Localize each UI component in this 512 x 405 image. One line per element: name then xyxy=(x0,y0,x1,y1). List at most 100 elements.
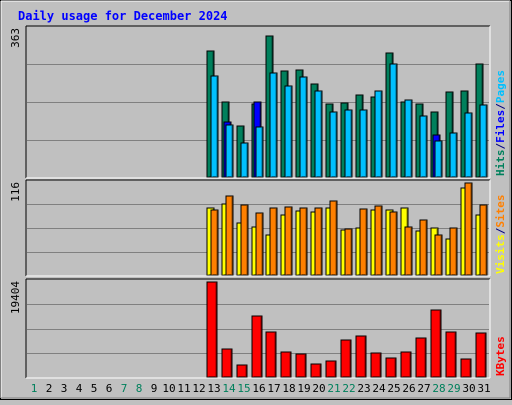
day-label-12: 12 xyxy=(192,382,205,395)
bar-pages-day-23 xyxy=(359,109,368,178)
day-label-26: 26 xyxy=(402,382,415,395)
bar-kbytes-day-19 xyxy=(295,353,307,378)
day-label-25: 25 xyxy=(387,382,400,395)
bar-sites-day-22 xyxy=(344,228,353,276)
bar-kbytes-day-30 xyxy=(460,358,472,378)
x-axis-day-labels: 1 2 3 4 5 6 7 8 9 10 11 12 13 14 15 16 17 18 19 20 21 22 23 24 2… xyxy=(31,382,491,395)
bar-pages-day-16 xyxy=(255,126,264,178)
series-label-part: / xyxy=(494,103,507,110)
bar-sites-day-19 xyxy=(299,207,308,276)
bar-sites-day-27 xyxy=(419,219,428,276)
day-label-17: 17 xyxy=(267,382,280,395)
visits-panel: 116 Visits/Sites xyxy=(9,179,507,277)
bar-pages-day-25 xyxy=(389,63,398,178)
bar-kbytes-day-23 xyxy=(355,335,367,378)
requests-y-max-label: 363 xyxy=(9,28,22,48)
bar-kbytes-day-25 xyxy=(385,357,397,378)
bar-sites-day-18 xyxy=(284,206,293,276)
bar-sites-day-16 xyxy=(255,212,264,276)
day-label-31: 31 xyxy=(477,382,490,395)
bar-kbytes-day-24 xyxy=(370,352,382,378)
bar-kbytes-day-13 xyxy=(206,281,218,378)
visits-y-max-label: 116 xyxy=(9,182,22,202)
bar-pages-day-19 xyxy=(299,76,308,178)
day-label-11: 11 xyxy=(177,382,190,395)
bar-kbytes-day-27 xyxy=(415,337,427,378)
bar-pages-day-22 xyxy=(344,109,353,178)
series-label-part: Visits xyxy=(494,234,507,274)
series-label-part: Sites xyxy=(494,195,507,228)
visits-series-label: Visits/Sites xyxy=(494,195,507,275)
requests-series-label: Hits/Files/Pages xyxy=(494,70,507,176)
day-label-27: 27 xyxy=(417,382,430,395)
chart-title: Daily usage for December 2024 xyxy=(18,9,228,23)
bar-pages-day-26 xyxy=(404,99,413,178)
day-label-22: 22 xyxy=(342,382,355,395)
bar-kbytes-day-15 xyxy=(236,364,248,378)
day-label-5: 5 xyxy=(91,382,98,395)
day-label-19: 19 xyxy=(297,382,310,395)
bar-pages-day-28 xyxy=(434,140,443,178)
day-label-21: 21 xyxy=(327,382,340,395)
kbytes-series-label: KBytes xyxy=(494,336,507,376)
series-label-part: / xyxy=(494,227,507,234)
day-label-28: 28 xyxy=(432,382,445,395)
day-label-13: 13 xyxy=(207,382,220,395)
kbytes-y-max-label: 19404 xyxy=(9,281,22,314)
bar-pages-day-17 xyxy=(269,72,278,178)
day-label-10: 10 xyxy=(162,382,175,395)
bar-sites-day-28 xyxy=(434,234,443,276)
bar-sites-day-21 xyxy=(329,200,338,276)
bar-sites-day-15 xyxy=(240,204,249,276)
bar-kbytes-day-21 xyxy=(325,360,337,378)
bar-pages-day-15 xyxy=(240,142,249,178)
bar-sites-day-29 xyxy=(449,227,458,276)
series-label-part: Files xyxy=(494,110,507,143)
bar-pages-day-18 xyxy=(284,85,293,178)
day-label-24: 24 xyxy=(372,382,386,395)
bar-kbytes-day-31 xyxy=(475,332,487,378)
bar-kbytes-day-16 xyxy=(251,315,263,378)
day-label-3: 3 xyxy=(61,382,68,395)
day-label-14: 14 xyxy=(222,382,236,395)
day-label-30: 30 xyxy=(462,382,475,395)
day-label-20: 20 xyxy=(312,382,325,395)
kbytes-panel: 19404 KBytes xyxy=(9,278,507,379)
bar-sites-day-20 xyxy=(314,207,323,276)
day-label-23: 23 xyxy=(357,382,370,395)
day-label-15: 15 xyxy=(237,382,250,395)
series-label-part: / xyxy=(494,143,507,150)
day-label-1: 1 xyxy=(31,382,38,395)
bar-kbytes-day-26 xyxy=(400,351,412,378)
day-label-2: 2 xyxy=(46,382,53,395)
bar-kbytes-day-28 xyxy=(430,309,442,378)
bar-pages-day-29 xyxy=(449,132,458,178)
day-label-7: 7 xyxy=(121,382,128,395)
series-label-part: Pages xyxy=(494,70,507,103)
bar-kbytes-day-17 xyxy=(265,331,277,378)
chart-panels: 363Hits/Files/Pages116Visits/Sites19404K… xyxy=(9,25,507,379)
day-label-18: 18 xyxy=(282,382,295,395)
day-label-9: 9 xyxy=(151,382,158,395)
day-label-16: 16 xyxy=(252,382,265,395)
day-label-29: 29 xyxy=(447,382,460,395)
bar-sites-day-14 xyxy=(225,195,234,276)
day-label-6: 6 xyxy=(106,382,113,395)
bar-kbytes-day-22 xyxy=(340,339,352,378)
bar-kbytes-day-14 xyxy=(221,348,233,378)
bar-kbytes-day-20 xyxy=(310,363,322,378)
bar-pages-day-13 xyxy=(210,75,219,178)
series-label-part: Hits xyxy=(494,150,507,177)
bar-sites-day-26 xyxy=(404,226,413,276)
series-label-part: KBytes xyxy=(494,336,507,376)
day-label-4: 4 xyxy=(76,382,83,395)
bar-pages-day-14 xyxy=(225,124,234,178)
bar-sites-day-30 xyxy=(464,182,473,276)
bar-sites-day-23 xyxy=(359,208,368,276)
bar-pages-day-24 xyxy=(374,90,383,178)
day-label-8: 8 xyxy=(136,382,143,395)
bar-pages-day-30 xyxy=(464,112,473,178)
